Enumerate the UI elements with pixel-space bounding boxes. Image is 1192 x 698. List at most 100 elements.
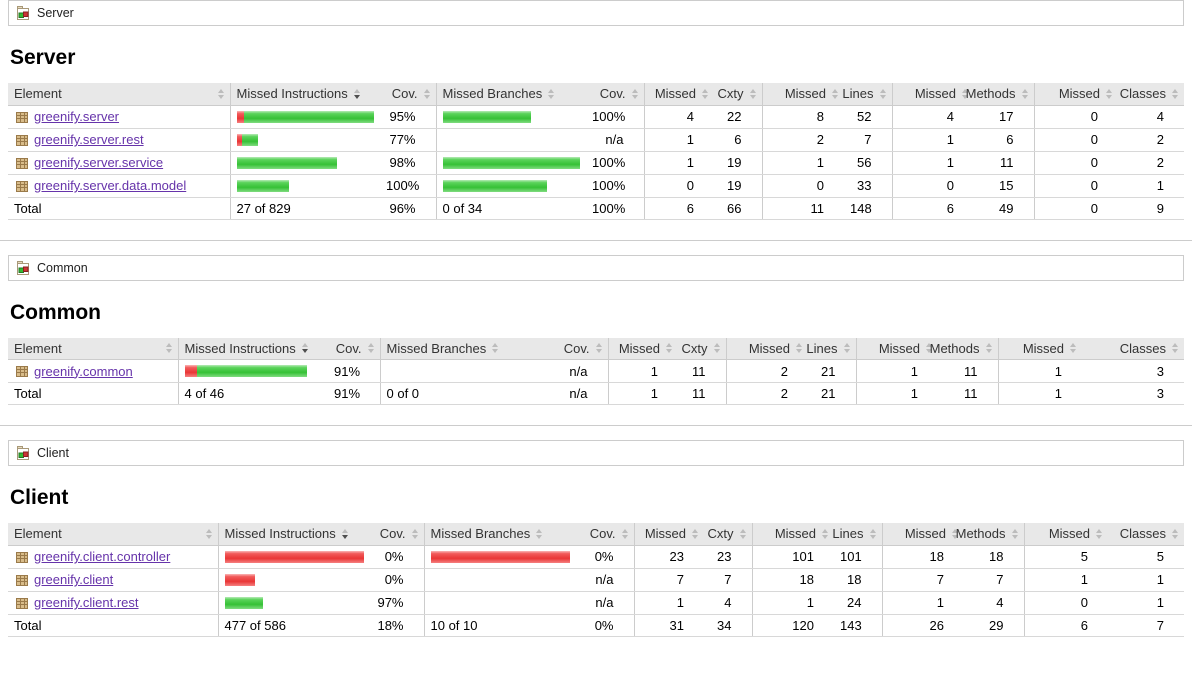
metric-cell: 1: [1108, 591, 1184, 615]
missed-branches-bar-cell: [379, 359, 548, 383]
column-header-missed[interactable]: Missed: [761, 83, 844, 106]
missed-instructions-bar-cell: [217, 568, 370, 592]
metric-cell: 11: [938, 359, 998, 383]
sort-down-arrow: [217, 94, 224, 99]
column-header-missed[interactable]: Missed: [643, 83, 714, 106]
coverage-table: Element Missed Instructions Cov. Missed Bra…: [8, 83, 1184, 220]
column-header-missed[interactable]: Missed: [607, 337, 678, 360]
column-header-cov-[interactable]: Cov.: [380, 83, 436, 106]
column-header-element[interactable]: Element: [8, 83, 230, 106]
column-label: Missed: [774, 526, 816, 542]
sort-up-arrow: [749, 88, 756, 93]
sort-down-arrow: [843, 349, 850, 354]
column-header-missed[interactable]: Missed: [751, 523, 834, 546]
column-header-element[interactable]: Element: [8, 523, 218, 546]
group-report-icon: [15, 445, 31, 461]
package-link[interactable]: greenify.client.controller: [34, 549, 171, 564]
total-missed-instructions: 27 of 829: [229, 197, 380, 220]
sort-icon: [749, 88, 756, 99]
column-header-cov-[interactable]: Cov.: [328, 337, 380, 360]
metric-cell: 5: [1108, 545, 1184, 569]
column-header-missed[interactable]: Missed: [633, 523, 704, 546]
column-header-cov-[interactable]: Cov.: [370, 523, 424, 546]
package-link[interactable]: greenify.client: [34, 572, 114, 587]
package-icon: [14, 109, 30, 125]
metric-cell: 8: [761, 105, 844, 129]
sort-icon: [879, 88, 886, 99]
column-header-missed[interactable]: Missed: [881, 523, 964, 546]
metric-cell: 7: [844, 128, 892, 152]
sort-icon: [621, 528, 628, 539]
sort-down-arrow: [749, 94, 756, 99]
column-header-missed[interactable]: Missed: [1023, 523, 1108, 546]
branches-coverage-cell: n/a: [548, 359, 608, 383]
column-header-lines[interactable]: Lines: [832, 523, 882, 546]
missed-branches-bar-cell: [435, 128, 586, 152]
column-header-cxty[interactable]: Cxty: [678, 337, 726, 360]
column-label: Missed: [644, 526, 686, 542]
metric-cell: 0: [1033, 151, 1118, 175]
column-header-classes[interactable]: Classes: [1108, 523, 1184, 546]
element-cell: greenify.server: [8, 105, 230, 129]
column-header-cov-[interactable]: Cov.: [586, 83, 644, 106]
column-header-classes[interactable]: Classes: [1118, 83, 1184, 106]
metric-cell: 7: [964, 568, 1024, 592]
sort-up-arrow: [926, 343, 932, 348]
column-header-missed-branches[interactable]: Missed Branches: [435, 83, 586, 106]
column-header-missed-instructions[interactable]: Missed Instructions: [177, 337, 328, 360]
package-link[interactable]: greenify.common: [34, 363, 133, 379]
package-link[interactable]: greenify.server.data.model: [34, 178, 187, 193]
column-header-missed[interactable]: Missed: [891, 83, 974, 106]
column-header-methods[interactable]: Methods: [966, 83, 1034, 106]
column-header-missed[interactable]: Missed: [1033, 83, 1118, 106]
package-link[interactable]: greenify.server.rest: [34, 132, 144, 147]
column-label: Missed Branches: [430, 526, 531, 542]
metric-cell: 7: [633, 568, 704, 592]
column-header-missed-instructions[interactable]: Missed Instructions: [229, 83, 380, 106]
element-cell: greenify.client: [8, 568, 218, 592]
column-header-cov-[interactable]: Cov.: [576, 523, 634, 546]
column-header-missed[interactable]: Missed: [997, 337, 1082, 360]
metric-cell: 6: [714, 128, 762, 152]
column-label: Cov.: [599, 86, 626, 102]
column-header-classes[interactable]: Classes: [1082, 337, 1184, 360]
sort-down-arrow: [595, 349, 602, 354]
column-header-lines[interactable]: Lines: [806, 337, 856, 360]
total-metric-cell: 6: [1023, 614, 1108, 637]
package-link[interactable]: greenify.server.service: [34, 155, 164, 170]
column-header-cxty[interactable]: Cxty: [714, 83, 762, 106]
element-cell: greenify.common: [8, 359, 178, 383]
package-link[interactable]: greenify.server: [34, 109, 120, 124]
column-header-missed[interactable]: Missed: [855, 337, 938, 360]
column-header-missed-branches[interactable]: Missed Branches: [379, 337, 548, 360]
column-header-cxty[interactable]: Cxty: [704, 523, 752, 546]
total-metric-cell: 2: [725, 382, 808, 405]
column-header-lines[interactable]: Lines: [842, 83, 892, 106]
sort-up-arrow: [1070, 343, 1076, 348]
column-header-cov-[interactable]: Cov.: [548, 337, 608, 360]
package-link[interactable]: greenify.client.rest: [34, 595, 139, 610]
sort-up-arrow: [1172, 343, 1178, 348]
column-header-missed-instructions[interactable]: Missed Instructions: [217, 523, 370, 546]
sort-icon: [1021, 88, 1028, 99]
column-label: Missed Branches: [386, 340, 487, 356]
column-label: Methods: [965, 86, 1016, 102]
column-header-element[interactable]: Element: [8, 337, 178, 360]
column-label: Classes: [1119, 86, 1166, 102]
metric-cell: 6: [974, 128, 1034, 152]
column-header-methods[interactable]: Methods: [930, 337, 998, 360]
branches-coverage-cell: 0%: [576, 545, 634, 569]
column-header-missed[interactable]: Missed: [725, 337, 808, 360]
column-header-missed-branches[interactable]: Missed Branches: [423, 523, 576, 546]
sort-up-arrow: [548, 88, 555, 93]
column-label: Classes: [1119, 526, 1166, 542]
sort-down-arrow: [692, 534, 698, 539]
total-missed-instructions: 4 of 46: [177, 382, 328, 405]
metric-cell: 4: [643, 105, 714, 129]
metric-cell: 15: [974, 174, 1034, 198]
total-label: Total: [8, 614, 218, 637]
sort-up-arrow: [165, 343, 172, 348]
column-header-methods[interactable]: Methods: [956, 523, 1024, 546]
sort-down-arrow: [1106, 94, 1112, 99]
sort-down-arrow: [353, 94, 360, 99]
